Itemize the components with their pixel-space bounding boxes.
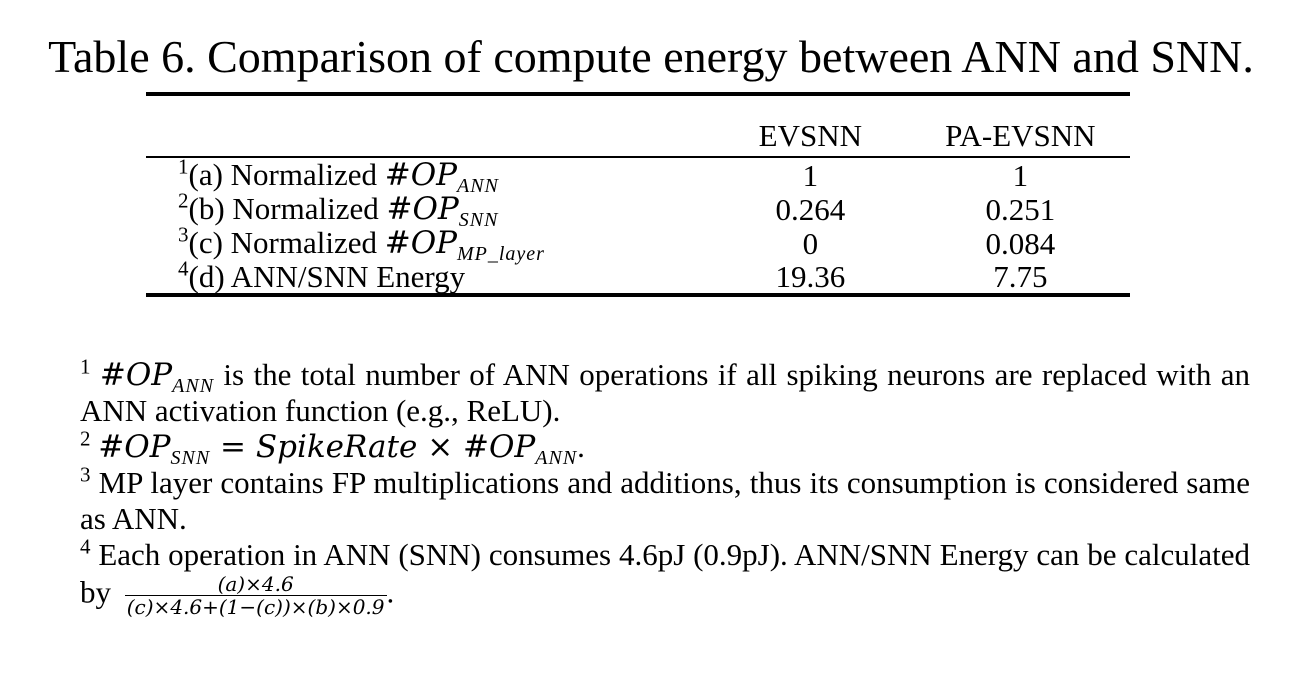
math-subscript: ANN bbox=[535, 447, 578, 470]
footnote-3: 3 MP layer contains FP multiplications a… bbox=[80, 462, 1250, 537]
footnote-marker: 4 bbox=[178, 256, 189, 281]
table-caption: Table 6. Comparison of compute energy be… bbox=[48, 31, 1254, 82]
math-subscript: SNN bbox=[170, 447, 211, 470]
footnote-1: 1 #OPANN is the total number of ANN oper… bbox=[80, 354, 1251, 429]
cell-pa-evsnn: 1 bbox=[1012, 157, 1029, 193]
row-label: 2(b) Normalized #OPSNN bbox=[146, 188, 710, 230]
row-label-text: (b) Normalized bbox=[188, 191, 387, 226]
cell-evsnn: 0.264 bbox=[775, 191, 846, 227]
table-row: 3(c) Normalized #OPMP_layer 0 0.084 bbox=[146, 222, 1130, 264]
footnote-text: MP layer contains FP multiplications and… bbox=[80, 465, 1250, 536]
table-row: 4(d) ANN/SNN Energy 19.36 7.75 bbox=[146, 256, 1130, 295]
math-subscript: MP_layer bbox=[456, 243, 545, 266]
energy-fraction: (a)×4.6 (c)×4.6+(1−(c))×(b)×0.9 bbox=[124, 573, 387, 619]
footnote-marker: 4 bbox=[80, 534, 91, 559]
cell-evsnn: 0 bbox=[802, 225, 819, 261]
footnote-marker: 2 bbox=[178, 188, 189, 213]
footnote-text: is the total number of ANN operations if… bbox=[80, 357, 1251, 428]
math-op: #OP bbox=[386, 191, 459, 227]
table-row: 1(a) Normalized #OPANN 1 1 bbox=[146, 154, 1130, 196]
math-subscript: SNN bbox=[458, 209, 499, 232]
fraction-denominator: (c)×4.6+(1−(c))×(b)×0.9 bbox=[126, 595, 385, 619]
cell-pa-evsnn: 0.084 bbox=[985, 225, 1056, 261]
math-subscript: ANN bbox=[172, 375, 215, 398]
cell-evsnn: 1 bbox=[802, 157, 819, 193]
footnote-marker: 1 bbox=[178, 154, 189, 179]
footnote-text: Each operation in ANN (SNN) consumes 4.6… bbox=[80, 537, 1250, 610]
table-header-row: EVSNN PA-EVSNN bbox=[146, 94, 1130, 157]
footnote-2: 2 #OPSNN = SpikeRate × #OPANN. bbox=[80, 426, 1250, 468]
header-pa-evsnn: PA-EVSNN bbox=[945, 118, 1096, 153]
cell-evsnn: 19.36 bbox=[775, 259, 846, 294]
row-label: 1(a) Normalized #OPANN bbox=[146, 154, 710, 196]
footnote-end: . bbox=[577, 429, 585, 464]
row-label: 3(c) Normalized #OPMP_layer bbox=[146, 222, 710, 264]
footnote-end: . bbox=[386, 574, 395, 610]
math-op: #OP bbox=[99, 357, 173, 393]
footnote-marker: 3 bbox=[178, 222, 189, 247]
math-op: #OP bbox=[384, 225, 457, 261]
comparison-table: EVSNN PA-EVSNN 1(a) Normalized #OPANN 1 … bbox=[146, 92, 1130, 297]
math-op: #OP bbox=[384, 157, 457, 193]
table-footnotes: 1 #OPANN is the total number of ANN oper… bbox=[80, 354, 1251, 619]
comparison-table-container: EVSNN PA-EVSNN 1(a) Normalized #OPANN 1 … bbox=[146, 92, 1130, 297]
cell-pa-evsnn: 0.251 bbox=[985, 191, 1056, 227]
row-label-text: (c) Normalized bbox=[188, 225, 385, 260]
cell-pa-evsnn: 7.75 bbox=[993, 259, 1048, 294]
footnote-marker: 3 bbox=[80, 462, 91, 487]
footnote-4: 4 Each operation in ANN (SNN) consumes 4… bbox=[80, 534, 1250, 619]
row-label-text: (d) ANN/SNN Energy bbox=[188, 259, 466, 294]
header-evsnn: EVSNN bbox=[758, 118, 863, 153]
footnote-marker: 1 bbox=[80, 354, 91, 379]
footnote-marker: 2 bbox=[80, 426, 91, 451]
row-label: 4(d) ANN/SNN Energy bbox=[146, 256, 710, 295]
table-row: 2(b) Normalized #OPSNN 0.264 0.251 bbox=[146, 188, 1130, 230]
math-equation: = SpikeRate × #OP bbox=[210, 429, 536, 465]
math-op: #OP bbox=[98, 429, 171, 465]
math-subscript: ANN bbox=[456, 175, 499, 198]
row-label-text: (a) Normalized bbox=[188, 157, 385, 192]
header-empty-cell bbox=[146, 94, 710, 157]
fraction-numerator: (a)×4.6 bbox=[124, 573, 387, 596]
